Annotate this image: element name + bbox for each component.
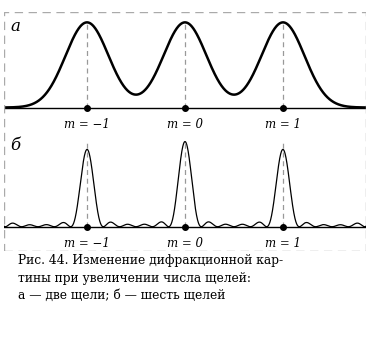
Text: m = 0: m = 0	[167, 237, 203, 250]
Text: m = 0: m = 0	[167, 118, 203, 131]
Text: Рис. 44. Изменение дифракционной кар-
тины при увеличении числа щелей:
а — две щ: Рис. 44. Изменение дифракционной кар- ти…	[18, 254, 283, 302]
Text: б: б	[11, 137, 21, 154]
Text: m = −1: m = −1	[64, 237, 110, 250]
Text: a: a	[11, 18, 20, 35]
Text: m = 1: m = 1	[265, 237, 301, 250]
Text: m = −1: m = −1	[64, 118, 110, 131]
Text: m = 1: m = 1	[265, 118, 301, 131]
